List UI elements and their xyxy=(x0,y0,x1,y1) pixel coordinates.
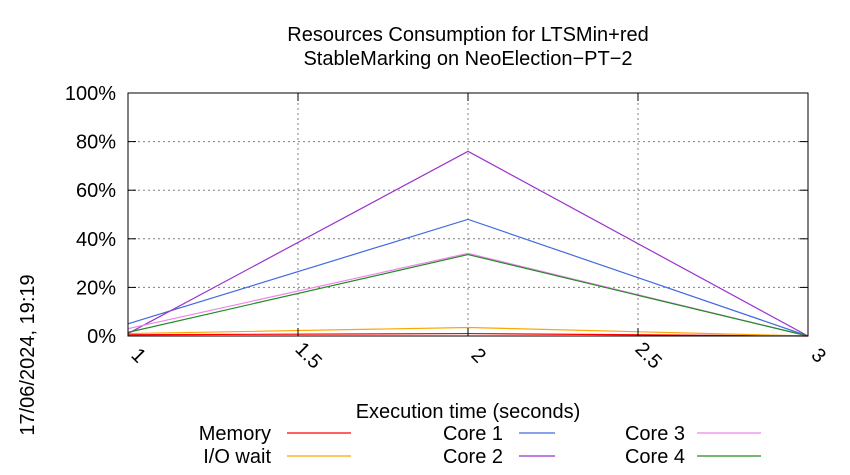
chart-title-line-2: StableMarking on NeoElection−PT−2 xyxy=(303,48,632,70)
y-tick-label: 80% xyxy=(76,132,116,154)
y-tick-label: 0% xyxy=(87,326,116,348)
legend-item: I/O wait xyxy=(203,446,351,468)
grid xyxy=(128,93,808,336)
legend-item: Core 3 xyxy=(625,423,761,445)
series-line-core-1 xyxy=(127,218,809,337)
series-line-core-4 xyxy=(127,253,809,337)
y-tick-label: 40% xyxy=(76,229,116,251)
axis-ticks: 0% 20% 40% 60% 80% 100% 1 1.5 2 2.5 3 xyxy=(65,83,830,373)
legend-item: Memory xyxy=(199,423,351,445)
x-tick-label: 2 xyxy=(467,344,490,367)
timestamp: 17/06/2024, 19:19 xyxy=(17,274,39,435)
legend-label: Memory xyxy=(199,423,271,445)
series-line-i-o-wait xyxy=(127,326,809,337)
y-tick-label: 20% xyxy=(76,277,116,299)
legend-item: Core 2 xyxy=(443,446,555,468)
y-tick-label: 100% xyxy=(65,83,116,105)
chart-title-line-1: Resources Consumption for LTSMin+red xyxy=(287,24,648,46)
legend-item: Core 1 xyxy=(443,423,555,445)
x-tick-label: 3 xyxy=(807,344,830,367)
legend-label: Core 1 xyxy=(443,423,503,445)
legend-label: Core 3 xyxy=(625,423,685,445)
x-tick-label: 2.5 xyxy=(631,338,666,373)
legend-label: I/O wait xyxy=(203,446,271,468)
legend-label: Core 4 xyxy=(625,446,685,468)
x-tick-label: 1 xyxy=(127,344,150,367)
series-line-core-2 xyxy=(127,150,809,337)
y-tick-label: 60% xyxy=(76,180,116,202)
legend-label: Core 2 xyxy=(443,446,503,468)
x-tick-label: 1.5 xyxy=(291,338,326,373)
legend-item: Core 4 xyxy=(625,446,761,468)
x-axis-label: Execution time (seconds) xyxy=(356,401,581,423)
